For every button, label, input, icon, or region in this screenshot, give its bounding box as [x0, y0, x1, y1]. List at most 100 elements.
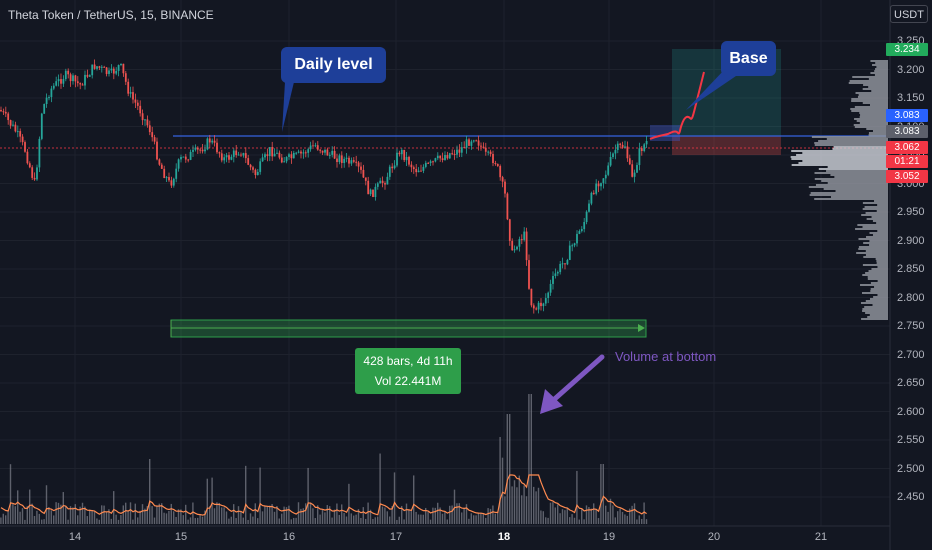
volume-profile-bar — [867, 278, 888, 280]
volume-profile-bar — [862, 88, 888, 90]
candle-body — [633, 172, 636, 177]
volume-bar — [19, 511, 21, 524]
volume-bar — [525, 496, 528, 524]
volume-profile-bar — [872, 64, 888, 66]
price-axis-label: 2.750 — [897, 320, 925, 332]
symbol-title[interactable]: Theta Token / TetherUS, 15, BINANCE — [8, 8, 214, 22]
volume-bar — [444, 512, 446, 524]
volume-bar — [597, 518, 600, 524]
volume-bar — [573, 517, 576, 524]
volume-profile-bar — [866, 128, 888, 130]
volume-bar — [410, 511, 412, 524]
candle-body — [43, 104, 46, 114]
volume-bar — [336, 503, 338, 524]
candle-body — [55, 81, 58, 86]
candle-body — [266, 154, 269, 157]
volume-bar — [257, 518, 259, 524]
volume-bar — [631, 505, 633, 524]
candle-body — [398, 152, 401, 155]
volume-bar — [489, 508, 492, 524]
volume-bar — [528, 394, 530, 524]
volume-bar — [149, 459, 151, 524]
base-callout[interactable]: Base — [721, 41, 776, 76]
volume-bar — [437, 502, 439, 524]
volume-bar — [516, 487, 518, 524]
volume-bar — [600, 464, 602, 524]
volume-bar — [439, 507, 441, 524]
volume-bar — [103, 505, 105, 524]
candle-body — [540, 302, 542, 307]
volume-bar — [45, 485, 48, 524]
price-tag: 01:21 — [886, 155, 928, 168]
volume-bar — [98, 519, 100, 524]
volume-bar — [38, 513, 40, 524]
candle-body — [74, 75, 77, 82]
candle-body — [616, 143, 619, 150]
volume-bar — [122, 505, 124, 524]
currency-unit-button[interactable]: USDT — [890, 5, 928, 23]
volume-bar — [230, 516, 232, 524]
candle-body — [345, 157, 348, 159]
volume-profile-bar — [858, 94, 888, 96]
candle-body — [312, 145, 314, 147]
candle-body — [105, 67, 108, 74]
candle-body — [136, 102, 139, 106]
candle-body — [264, 154, 266, 158]
volume-bar — [201, 516, 204, 524]
volume-profile-bar — [865, 300, 888, 302]
volume-bar — [302, 508, 304, 524]
volume-bar — [569, 517, 571, 524]
volume-bar — [278, 518, 280, 524]
volume-profile-bar — [860, 302, 888, 304]
volume-bar — [509, 414, 511, 524]
volume-profile-bar — [851, 100, 888, 102]
volume-bar — [571, 514, 573, 524]
candle-body — [256, 171, 259, 176]
volume-bar — [53, 515, 55, 524]
volume-profile-bar — [869, 232, 888, 234]
volume-bar — [578, 519, 580, 524]
volume-bar — [161, 503, 163, 524]
volume-bar — [482, 514, 484, 524]
candle-body — [280, 157, 283, 163]
candle-body — [487, 151, 490, 153]
volume-profile-bar — [869, 104, 888, 106]
volume-profile-bar — [862, 208, 888, 210]
candle-body — [448, 153, 451, 159]
candle-body — [64, 70, 67, 80]
candle-body — [645, 141, 648, 145]
candle-body — [333, 150, 336, 159]
candle-body — [132, 92, 134, 100]
volume-bar — [5, 515, 7, 524]
candle-body — [60, 79, 62, 84]
candle-body — [412, 167, 415, 170]
volume-profile-bar — [861, 214, 888, 216]
volume-bar — [333, 509, 336, 524]
volume-profile-bar — [862, 102, 888, 104]
daily-level-callout[interactable]: Daily level — [281, 47, 386, 83]
candle-body — [532, 305, 535, 309]
candle-body — [607, 165, 610, 175]
volume-bar — [101, 505, 103, 524]
volume-profile-bar — [851, 98, 888, 100]
volume-bar — [425, 507, 427, 524]
volume-profile-bar — [876, 66, 888, 68]
volume-bar — [401, 505, 403, 524]
volume-profile-bar — [809, 194, 888, 196]
candle-body — [230, 156, 233, 160]
volume-profile-bar — [851, 110, 888, 112]
volume-bar — [84, 506, 86, 524]
candle-body — [472, 140, 475, 142]
candle-body — [585, 211, 588, 223]
volume-bar — [309, 502, 312, 524]
candle-body — [228, 155, 230, 160]
position-stop-zone — [672, 136, 781, 155]
price-axis-label: 2.500 — [897, 462, 925, 475]
volume-profile-bar — [869, 240, 888, 242]
measure-info-box[interactable]: 428 bars, 4d 11h Vol 22.441M — [355, 348, 461, 394]
volume-bar — [350, 513, 352, 524]
candle-body — [535, 308, 538, 310]
volume-bar — [593, 503, 595, 524]
candle-body — [336, 158, 338, 162]
